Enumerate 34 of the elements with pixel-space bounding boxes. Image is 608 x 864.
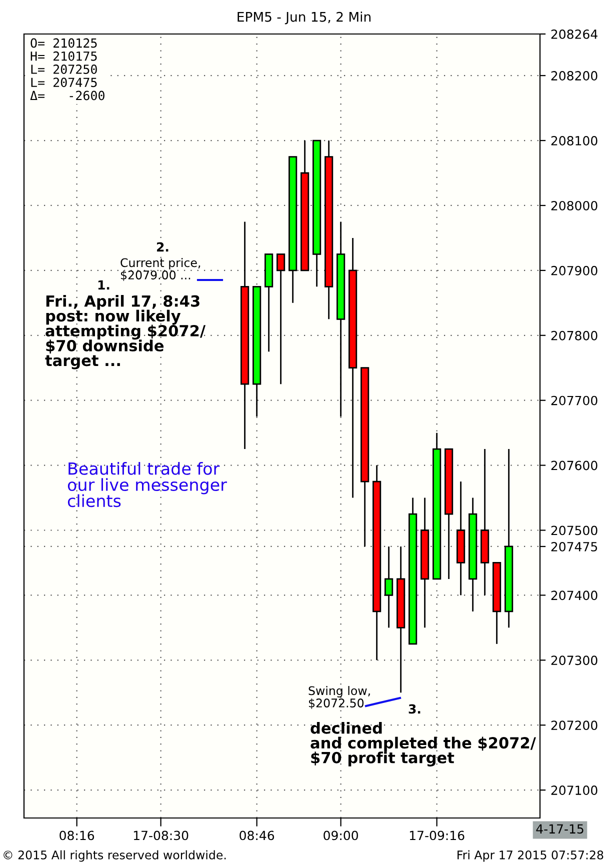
x-tick-label: 09:00 <box>324 830 358 840</box>
chart-title: EPM5 - Jun 15, 2 Min <box>238 12 370 24</box>
annotation: O= 210125 H= 210175 L= 207250 L= 207475 Δ= -2600 <box>30 38 104 100</box>
text: Fri Apr 17 2015 07:57:28 <box>458 850 604 862</box>
text: © 2015 All rights reserved worldwide. <box>4 850 226 862</box>
y-tick-label: 208000 <box>551 200 598 210</box>
y-tick-label: 207475 <box>551 542 598 552</box>
y-tick-label: 208100 <box>551 136 598 146</box>
x-tick-label: 17-09:16 <box>410 830 464 840</box>
x-tick-label: 08:46 <box>240 830 274 840</box>
text: 4-17-15 <box>536 824 584 834</box>
y-tick-label: 207900 <box>551 266 598 276</box>
annotation: declined and completed the $2072/ $70 profit target <box>310 722 536 766</box>
y-tick-label: 207500 <box>551 526 598 536</box>
candlestick <box>384 546 394 628</box>
annotation: 1. <box>98 280 110 290</box>
y-tick-label: 207700 <box>551 396 598 406</box>
annotation: 3. <box>408 704 420 714</box>
annotation: Current price, $2079.00 ... <box>120 258 200 282</box>
y-tick-label: 207200 <box>551 720 598 730</box>
y-tick-label: 208200 <box>551 71 598 80</box>
candlestick <box>276 254 286 385</box>
y-tick-label: 208264 <box>551 29 598 39</box>
x-tick-label: 17-08:30 <box>134 830 188 840</box>
annotation: 2. <box>156 242 168 252</box>
x-tick-label: 08:16 <box>60 830 94 840</box>
y-tick-label: 207800 <box>551 330 598 340</box>
annotation: Fri., April 17, 8:43 post: now likely attempting $2072/ $70 downside target ... <box>45 295 206 370</box>
y-tick-label: 207400 <box>551 590 598 600</box>
y-tick-label: 207600 <box>551 460 598 470</box>
annotation: Swing low, $2072.50 <box>308 686 370 710</box>
y-tick-label: 207300 <box>551 656 598 666</box>
annotation: Beautiful trade for our live messenger clients <box>68 462 227 508</box>
y-tick-label: 207100 <box>551 786 598 795</box>
